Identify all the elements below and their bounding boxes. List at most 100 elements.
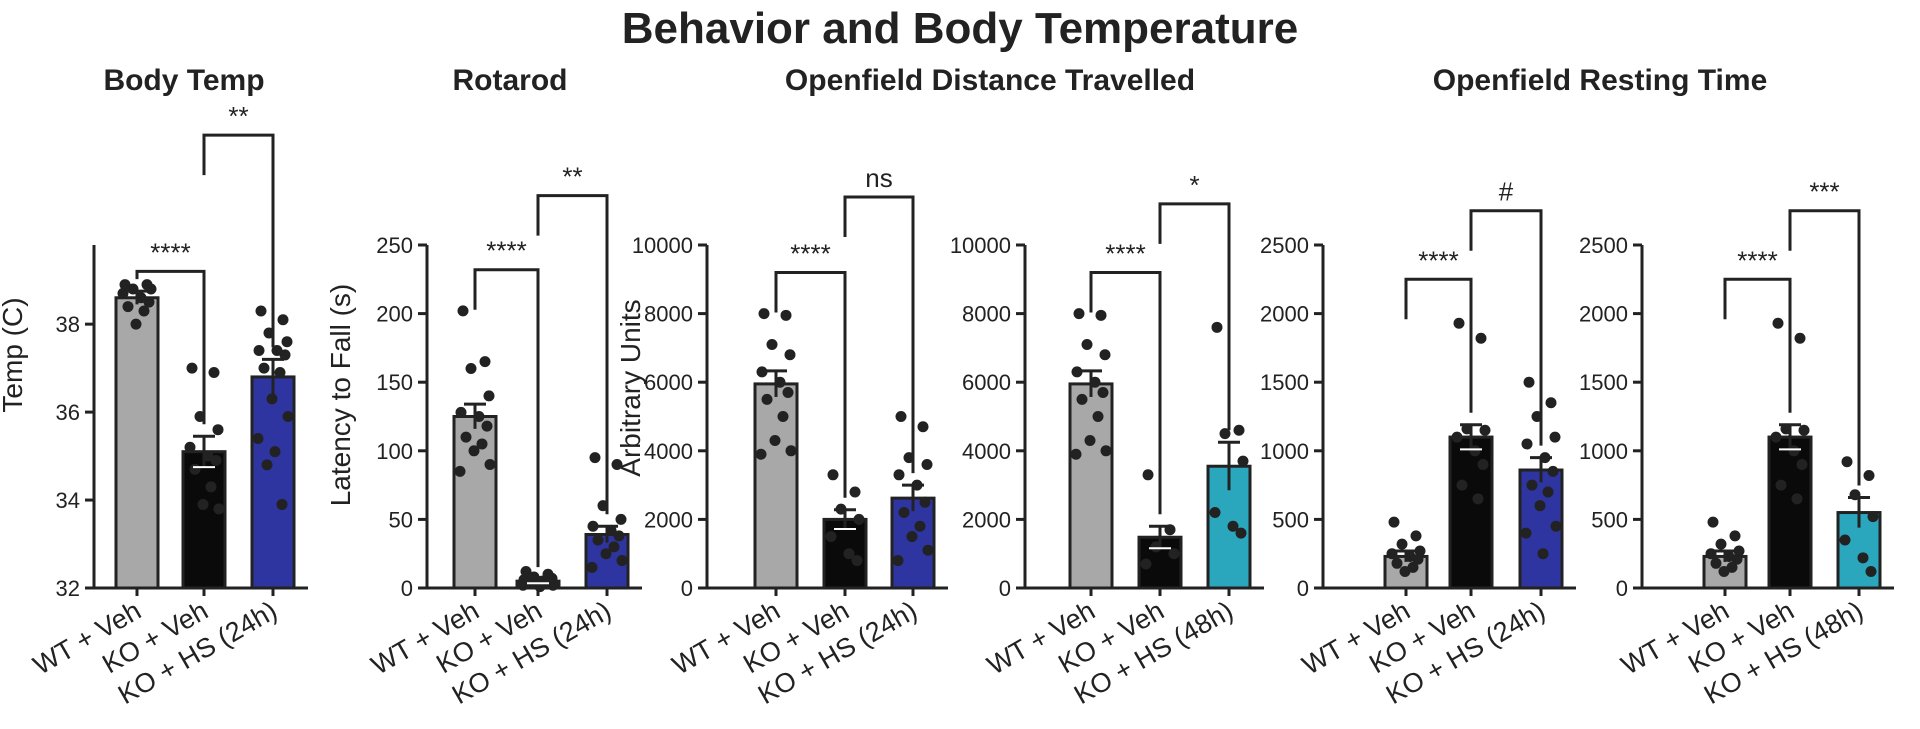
chart2-y-tick-label: 200 xyxy=(376,302,413,327)
chart3-y-tick-label: 10000 xyxy=(632,233,693,258)
chart3-data-point xyxy=(780,309,792,321)
chart2-data-point xyxy=(611,459,623,471)
panel-title-body-temp: Body Temp xyxy=(103,64,265,97)
chart1-data-point xyxy=(266,393,278,405)
chart6-sig-bracket xyxy=(1723,277,1792,413)
chart2-y-tick-label: 50 xyxy=(389,507,413,532)
chart5-y-tick-label: 2000 xyxy=(1260,302,1309,327)
chart3-data-point xyxy=(849,486,861,498)
chart1-data-point xyxy=(252,432,264,444)
chart3-y-tick-label: 6000 xyxy=(644,370,693,395)
chart2-data-point xyxy=(465,362,477,374)
chart3-data-point xyxy=(906,531,918,543)
chart4-sig-bracket xyxy=(1158,202,1231,431)
chart4-sig-bracket xyxy=(1089,270,1162,515)
chart4-y-tick-label: 2000 xyxy=(962,507,1011,532)
chart1-data-point xyxy=(210,454,222,466)
chart4-y-tick-label: 6000 xyxy=(962,370,1011,395)
chart4-data-point xyxy=(1071,366,1083,378)
chart2-y-tick-label: 250 xyxy=(376,233,413,258)
chart2-data-point xyxy=(479,356,491,368)
chart4-data-point xyxy=(1140,558,1152,570)
chart3-y-tick-label: 4000 xyxy=(644,439,693,464)
chart1-data-point xyxy=(205,481,217,493)
chart2-data-point xyxy=(592,534,604,546)
chart5-sig-label: # xyxy=(1499,177,1514,207)
chart1-data-point xyxy=(276,498,288,510)
chart5-sig-bracket xyxy=(1404,277,1473,413)
chart3-data-point xyxy=(917,421,929,433)
chart4-data-point xyxy=(1142,469,1154,481)
chart5-y-tick-label: 1000 xyxy=(1260,439,1309,464)
chart3-data-point xyxy=(895,411,907,422)
chart6-sig-bracket xyxy=(1788,209,1861,486)
chart2-y-tick-label: 150 xyxy=(376,370,413,395)
chart2-data-point xyxy=(520,566,532,578)
chart3-data-point xyxy=(761,393,773,405)
chart1-data-point xyxy=(213,503,225,515)
chart1-data-point xyxy=(186,362,198,374)
chart5-data-point xyxy=(1391,557,1403,569)
chart4-sig-label: * xyxy=(1189,170,1199,200)
chart6-data-point xyxy=(1794,332,1806,344)
chart5-data-point xyxy=(1547,465,1559,477)
chart5-y-tick-label: 1500 xyxy=(1260,370,1309,395)
chart5-sig-label: **** xyxy=(1418,245,1458,275)
chart1-data-point xyxy=(184,441,196,453)
chart1-y-tick-label: 32 xyxy=(56,576,80,601)
chart1-sig-bracket xyxy=(135,269,206,425)
chart3-data-point xyxy=(782,386,794,398)
chart3-data-point xyxy=(777,411,789,422)
chart2-data-point xyxy=(454,465,466,477)
chart1-data-point xyxy=(212,424,224,436)
chart3-data-point xyxy=(851,555,863,567)
chart1-data-point xyxy=(274,367,286,379)
chart4-data-point xyxy=(1076,393,1088,405)
chart1-y-tick-label: 34 xyxy=(56,488,80,513)
chart2-data-point xyxy=(484,459,496,471)
chart3-y-tick-label: 2000 xyxy=(644,507,693,532)
chart6-data-point xyxy=(1705,548,1717,560)
chart6-data-point xyxy=(1729,530,1741,542)
chart3-data-point xyxy=(914,520,926,532)
chart1-data-point xyxy=(130,318,142,330)
chart3-data-point xyxy=(921,459,933,471)
chart3-sig-label: **** xyxy=(790,238,830,268)
chart3-data-point xyxy=(756,366,768,378)
chart6-data-point xyxy=(1770,431,1782,443)
chart2-data-point xyxy=(455,406,467,418)
chart1-data-point xyxy=(279,349,291,361)
chart4-data-point xyxy=(1100,445,1112,457)
chart6-sig-label: *** xyxy=(1809,177,1839,207)
chart6-sig-label: **** xyxy=(1737,245,1777,275)
chart3-data-point xyxy=(827,469,839,481)
chart3-sig-label: ns xyxy=(865,163,892,193)
chart4-data-point xyxy=(1233,424,1245,436)
chart2-bar xyxy=(452,415,498,590)
chart3-data-point xyxy=(769,435,781,447)
chart6-data-point xyxy=(1772,317,1784,329)
chart6-data-point xyxy=(1863,469,1875,481)
chart1-data-point xyxy=(145,283,157,295)
chart1-data-point xyxy=(138,305,150,317)
chart4-sig-label: **** xyxy=(1105,238,1145,268)
chart2-data-point xyxy=(517,579,529,591)
chart6-data-point xyxy=(1798,424,1810,436)
chart2-sig-bracket xyxy=(536,194,609,515)
chart1-sig-label: **** xyxy=(150,237,190,267)
chart2-data-point xyxy=(457,305,469,317)
chart5-data-point xyxy=(1414,545,1426,557)
chart4-data-point xyxy=(1219,428,1231,440)
chart1-data-point xyxy=(271,345,283,357)
chart4-data-point xyxy=(1168,548,1180,560)
chart4-bar xyxy=(1068,382,1114,590)
chart6-y-tick-label: 2500 xyxy=(1579,233,1628,258)
chart1-data-point xyxy=(122,301,134,313)
chart1-y-tick-label: 38 xyxy=(56,312,80,337)
chart2-data-point xyxy=(615,513,627,525)
chart3-sig-bracket xyxy=(843,195,915,474)
chart4-y-tick-label: 0 xyxy=(999,576,1011,601)
chart4-data-point xyxy=(1209,507,1221,519)
